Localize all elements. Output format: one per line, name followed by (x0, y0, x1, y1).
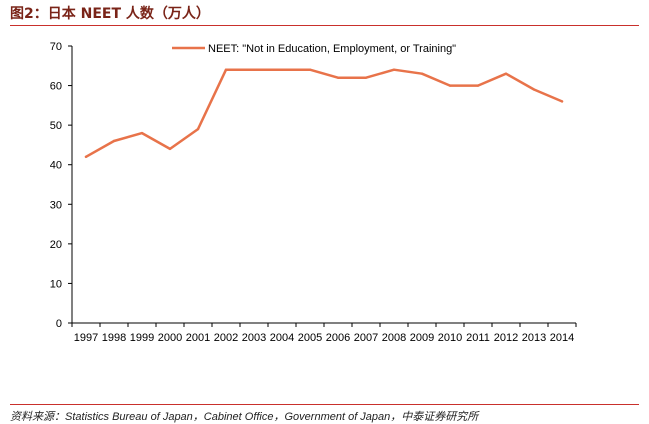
x-tick-label: 2005 (298, 332, 322, 344)
x-tick-label: 1998 (102, 332, 126, 344)
data-point (420, 72, 424, 75)
y-tick-label: 20 (50, 239, 62, 251)
series-lines (84, 68, 564, 159)
data-point (84, 155, 88, 158)
series-line (84, 68, 564, 159)
x-tick-label: 2014 (550, 332, 574, 344)
data-point (252, 68, 256, 71)
y-tick-label: 30 (50, 199, 62, 211)
x-tick-label: 2008 (382, 332, 406, 344)
y-tick-label: 40 (50, 160, 62, 172)
data-point (560, 100, 564, 103)
legend: NEET: "Not in Education, Employment, or … (172, 43, 456, 55)
y-tick-label: 10 (50, 278, 62, 290)
data-point (112, 139, 116, 143)
legend-label: NEET: "Not in Education, Employment, or … (208, 43, 456, 55)
data-point (196, 127, 200, 131)
data-point (140, 131, 144, 135)
data-point (224, 68, 228, 71)
x-tick-label: 2010 (438, 332, 462, 344)
x-tick-label: 2013 (522, 332, 546, 344)
y-tick-label: 0 (56, 318, 62, 330)
y-tick-label: 70 (50, 41, 62, 53)
data-point (392, 68, 396, 71)
bottom-rule (10, 404, 639, 405)
x-tick-label: 1997 (74, 332, 98, 344)
x-tick-label: 2011 (466, 332, 490, 344)
data-point (364, 76, 368, 79)
axes (68, 45, 577, 327)
x-tick-label: 2006 (326, 332, 350, 344)
data-point (476, 84, 480, 87)
y-tick-labels: 0 10 20 30 40 50 60 70 (50, 41, 62, 330)
figure-title: 图2：日本 NEET 人数（万人） (10, 6, 210, 22)
x-tick-label: 2003 (242, 332, 266, 344)
x-tick-label: 2000 (158, 332, 182, 344)
x-tick-label: 2009 (410, 332, 434, 344)
x-tick-label: 2004 (270, 332, 294, 344)
y-tick-label: 60 (50, 81, 62, 93)
x-tick-label: 2012 (494, 332, 518, 344)
x-tick-labels: 1997 1998 1999 2000 2001 2002 2003 2004 2005 2006… (74, 332, 574, 344)
data-point (168, 147, 172, 151)
data-point (280, 68, 284, 71)
data-point (532, 88, 536, 91)
data-point (448, 84, 452, 87)
source-note: 资料来源：Statistics Bureau of Japan，Cabinet … (10, 411, 479, 423)
x-tick-label: 2001 (186, 332, 210, 344)
top-rule (10, 25, 639, 26)
y-tick-label: 50 (50, 120, 62, 132)
data-point (504, 72, 508, 75)
data-point (336, 76, 340, 79)
x-tick-label: 2002 (214, 332, 238, 344)
x-tick-label: 1999 (130, 332, 154, 344)
data-point (308, 68, 312, 71)
x-tick-label: 2007 (354, 332, 378, 344)
